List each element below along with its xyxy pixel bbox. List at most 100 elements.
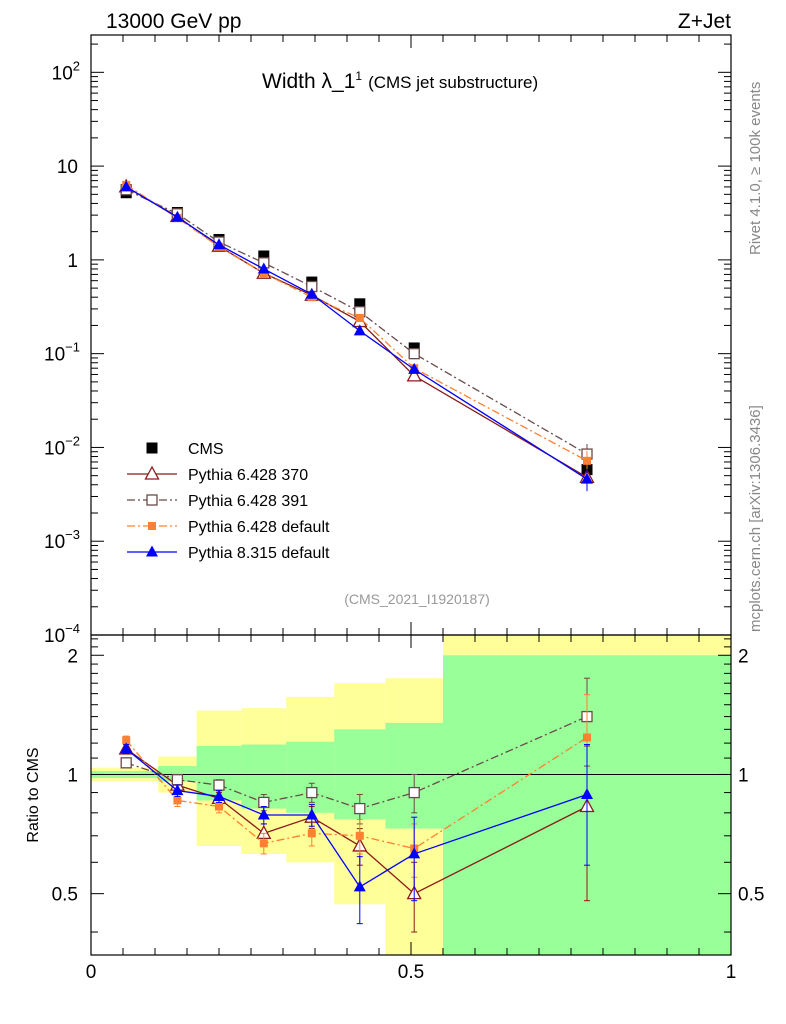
main-plot-frame xyxy=(90,34,732,636)
ratio-x-tick-label: 1 xyxy=(726,962,737,983)
rivet-label: Rivet 4.1.0, ≥ 100k events xyxy=(747,82,764,255)
process-label: Z+Jet xyxy=(678,10,731,33)
main-series-4 xyxy=(120,180,593,492)
ratio-y-tick-label-left: 0.5 xyxy=(52,885,78,906)
main-y-tick-base: 10 xyxy=(44,626,65,647)
main-series-line xyxy=(125,189,588,455)
main-y-tick-base: 10 xyxy=(57,157,78,178)
main-y-tick-label: 1 xyxy=(67,251,78,272)
plot-title: Width λ_11 (CMS jet substructure) xyxy=(262,69,538,93)
main-data-point xyxy=(408,348,420,360)
ratio-series-line xyxy=(125,748,588,895)
main-y-tick-base: 10 xyxy=(44,345,65,366)
main-data-point xyxy=(305,287,318,299)
ratio-x-tick-label: 0.5 xyxy=(398,962,424,983)
ratio-data-point xyxy=(408,847,421,859)
main-y-tick-exp: 2 xyxy=(73,58,80,73)
ratio-data-point xyxy=(408,786,420,799)
ratio-y-label: Ratio to CMS xyxy=(25,747,42,842)
energy-label: 13000 GeV pp xyxy=(106,10,241,33)
legend-label: Pythia 6.428 default xyxy=(188,519,330,536)
ratio-data-point xyxy=(215,802,223,811)
green-band-bin xyxy=(286,741,335,813)
ratio-data-point xyxy=(122,736,131,745)
plot-title-main: Width λ_1 xyxy=(262,70,355,93)
ratio-data-point xyxy=(257,808,270,820)
main-data-point xyxy=(355,314,364,323)
main-data-point xyxy=(258,250,270,262)
main-y-tick-exp: −4 xyxy=(65,621,80,636)
main-y-tick-label: 102 xyxy=(52,58,80,84)
main-data-point xyxy=(213,238,225,250)
ratio-data-point xyxy=(354,802,366,815)
ratio-data-point xyxy=(355,831,364,840)
main-data-point xyxy=(353,324,366,336)
main-y-tick-label: 10 xyxy=(57,157,78,178)
main-data-point xyxy=(257,262,270,274)
analysis-id: (CMS_2021_I1920187) xyxy=(344,591,490,607)
ratio-data-point xyxy=(306,786,318,799)
main-data-point xyxy=(354,298,366,310)
ratio-data-point xyxy=(171,774,184,786)
mcplots-label: mcplots.cern.ch [arXiv:1306.3436] xyxy=(747,405,764,632)
ratio-data-point xyxy=(259,839,268,848)
main-y-tick-base: 1 xyxy=(67,251,78,272)
ratio-data-point xyxy=(353,880,366,892)
ratio-y-tick-label-right: 2 xyxy=(738,646,749,667)
main-data-point xyxy=(120,180,133,192)
main-y-tick-label: 10−2 xyxy=(44,433,80,459)
ratio-series-line xyxy=(125,715,588,810)
main-series-line xyxy=(125,186,588,480)
ratio-data-point xyxy=(581,787,593,799)
legend-marker xyxy=(146,442,158,454)
main-y-tick-label: 10−4 xyxy=(44,621,80,647)
plot-title-sub: (CMS jet substructure) xyxy=(368,73,538,92)
ratio-series-group xyxy=(118,677,595,933)
main-y-tick-base: 10 xyxy=(44,438,65,459)
ratio-y-tick-label-left: 2 xyxy=(67,646,78,667)
ratio-data-point xyxy=(213,789,225,801)
ratio-series-line xyxy=(125,736,588,850)
main-y-tick-exp: −1 xyxy=(65,340,80,355)
legend-marker xyxy=(148,522,156,530)
ratio-y-tick-label-right: 1 xyxy=(738,765,749,786)
ratio-data-point xyxy=(120,757,132,769)
ratio-data-point xyxy=(171,784,184,796)
ratio-data-point xyxy=(305,808,318,820)
main-data-point xyxy=(408,342,420,354)
ratio-axis-ticks: 2 2 1 1 0.5 0.5 0 0.5 1 xyxy=(52,635,764,983)
main-series-group xyxy=(118,178,595,492)
ratio-y-tick-label-right: 0.5 xyxy=(738,885,764,906)
ratio-data-point xyxy=(583,733,591,742)
ratio-data-point xyxy=(307,829,316,838)
main-y-tick-label: 10−1 xyxy=(44,340,80,366)
main-data-point xyxy=(406,367,422,382)
plot-title-sup: 1 xyxy=(355,69,362,83)
legend-marker xyxy=(146,545,158,557)
ratio-y-tick-label-left: 1 xyxy=(67,765,78,786)
main-y-tick-base: 10 xyxy=(44,532,65,553)
main-y-tick-base: 10 xyxy=(52,63,73,84)
main-y-tick-exp: −2 xyxy=(65,433,80,448)
legend-label: Pythia 6.428 370 xyxy=(188,467,308,484)
main-series-line xyxy=(125,184,588,462)
legend-label: CMS xyxy=(188,441,224,458)
main-data-point xyxy=(583,456,591,465)
ratio-data-point xyxy=(258,796,270,809)
main-y-tick-exp: −3 xyxy=(65,527,80,542)
ratio-data-point xyxy=(213,779,225,791)
legend-label: Pythia 8.315 default xyxy=(188,545,330,562)
legend-marker xyxy=(144,465,160,480)
ratio-data-point xyxy=(173,796,182,805)
legend: CMS Pythia 6.428 370 Pythia 6.428 391 Pythi… xyxy=(127,441,330,562)
ratio-series-3 xyxy=(120,742,593,925)
legend-marker xyxy=(146,494,158,506)
main-data-point xyxy=(408,362,421,374)
main-data-point xyxy=(171,210,184,222)
main-data-point xyxy=(581,472,593,484)
ratio-series-line xyxy=(125,748,588,888)
main-y-tick-label: 10−3 xyxy=(44,527,80,553)
ratio-data-point xyxy=(120,742,133,754)
